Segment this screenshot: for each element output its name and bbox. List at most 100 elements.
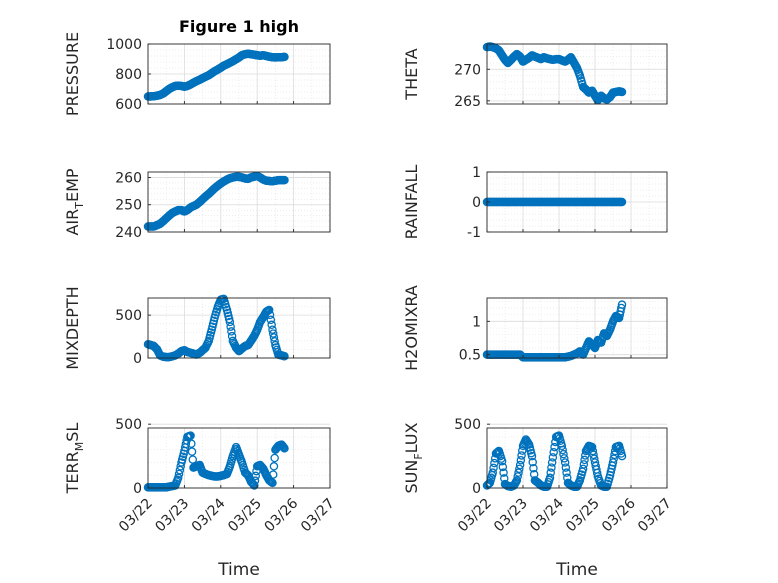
subplot-mixdepth-point — [268, 325, 277, 334]
subplot-mixdepth-point — [268, 329, 278, 338]
subplot-sun-flux-point — [528, 457, 537, 467]
subplot-sun-flux-point — [527, 451, 537, 461]
subplot-sun-flux-xtick-label: 03/27 — [635, 496, 675, 536]
subplot-sun-flux-point — [559, 449, 568, 459]
subplot-sun-flux-point — [587, 442, 597, 452]
subplot-terr-msl-ytick-label: 500 — [115, 417, 142, 433]
subplot-pressure-title: Figure 1 high — [179, 17, 299, 36]
subplot-sun-flux-point — [499, 468, 508, 477]
subplot-terr-msl-point — [188, 455, 198, 464]
subplot-theta-ylabel: THETA — [402, 48, 421, 100]
subplot-sun-flux-point — [558, 445, 567, 455]
subplot-sun-flux-point — [514, 468, 523, 477]
subplot-terr-msl-ylabel: TERRMSL — [63, 423, 86, 495]
subplot-sun-flux-point — [548, 453, 558, 462]
subplot-sun-flux-point — [592, 468, 602, 478]
subplot-h2omixra: 0.5 1 H2OMIXRA — [402, 285, 668, 371]
subplot-air-temp-ytick-label: 240 — [115, 225, 142, 241]
subplot-sun-flux-point — [547, 458, 557, 467]
subplot-pressure-ytick-label: 1000 — [106, 37, 142, 53]
subplot-h2omixra-ytick-label: 1 — [472, 314, 481, 330]
subplot-pressure-ytick-label: 800 — [115, 67, 142, 83]
subplot-mixdepth-ytick-label: 500 — [115, 308, 142, 324]
subplot-terr-msl-xtick-label: 03/24 — [189, 495, 229, 535]
subplot-sun-flux-point — [609, 454, 618, 463]
subplot-sun-flux-xtick-label: 03/23 — [491, 496, 531, 536]
subplot-theta-ytick-label: 270 — [454, 62, 481, 78]
subplot-pressure-point — [280, 52, 289, 62]
subplot-sun-flux-point — [497, 456, 507, 466]
subplot-terr-msl-point — [268, 478, 277, 488]
subplot-sun-flux-point — [529, 463, 538, 473]
subplot-pressure-ylabel: PRESSURE — [63, 32, 82, 116]
subplot-theta-ytick-label: 265 — [454, 94, 481, 110]
subplot-sun-flux-point — [580, 455, 589, 465]
subplot-sun-flux-point — [515, 464, 524, 474]
subplot-sun-flux-point — [489, 463, 498, 473]
subplot-sun-flux-point — [516, 455, 526, 465]
subplot-sun-flux-point — [608, 458, 618, 467]
subplot-h2omixra-ylabel: H2OMIXRA — [402, 285, 421, 371]
subplot-terr-msl-xtick-label: 03/23 — [152, 496, 192, 536]
subplot-h2omixra-point — [617, 300, 627, 309]
subplot-pressure-ytick-label: 600 — [115, 97, 142, 113]
subplot-mixdepth-point — [266, 315, 276, 325]
subplot-sun-flux-xtick-label: 03/24 — [527, 495, 567, 535]
subplot-sun-flux-point — [562, 468, 571, 477]
subplot-mixdepth: 0 500 MIXDEPTH — [63, 286, 331, 370]
subplot-mixdepth-ylabel: MIXDEPTH — [63, 286, 82, 369]
subplot-sun-flux-point — [488, 468, 498, 477]
subplot-sun-flux-xtick-label: 03/22 — [455, 496, 495, 536]
subplot-sun-flux-point — [517, 451, 526, 460]
subplot-sun-flux-point — [490, 458, 499, 468]
subplot-terr-msl-point — [250, 481, 259, 490]
subplot-sun-flux-point — [549, 448, 558, 457]
subplot-sun-flux-point — [498, 462, 508, 472]
subplot-mixdepth-point — [225, 317, 235, 327]
subplot-terr-msl-xtick-label: 03/25 — [225, 496, 265, 536]
subplot-mixdepth-point — [270, 337, 279, 346]
subplot-rainfall-ytick-label: 0 — [472, 195, 481, 211]
subplot-sun-flux-point — [617, 451, 627, 461]
subplot-terr-msl-point — [251, 471, 260, 481]
subplot-h2omixra-axes-box — [486, 297, 668, 359]
subplot-mixdepth-point — [280, 352, 289, 361]
subplot-rainfall-ylabel: RAINFALL — [402, 165, 421, 240]
subplot-sun-flux-point — [512, 476, 522, 485]
subplot-air-temp-ylabel: AIRTEMP — [63, 168, 86, 235]
subplot-air-temp-ytick-label: 260 — [115, 170, 142, 186]
subplot-sun-flux-axes-box — [486, 427, 668, 489]
subplot-air-temp-ytick-label: 250 — [115, 198, 142, 214]
subplot-mixdepth-point — [267, 320, 276, 330]
subplot-sun-flux-point — [588, 446, 598, 456]
subplot-terr-msl-axes-box — [147, 427, 331, 489]
subplot-terr-msl-point — [174, 469, 184, 479]
subplot-terr-msl-xtick-label: 03/26 — [262, 495, 302, 535]
subplot-sun-flux-point — [545, 473, 555, 483]
subplot-pressure: 600 800 1000 PRESSURE Figure 1 high — [63, 17, 331, 116]
subplot-mixdepth-point — [264, 305, 274, 315]
subplot-sun-flux-xtick-label: 03/26 — [599, 495, 639, 535]
subplot-mixdepth-axes-box — [147, 297, 331, 359]
subplot-sun-flux-ytick-label: 0 — [472, 481, 481, 497]
subplot-rainfall-ytick-label: -1 — [467, 225, 481, 241]
subplot-sun-flux-point — [579, 460, 589, 469]
subplot-mixdepth-point — [226, 322, 235, 331]
subplot-theta-point — [617, 87, 627, 97]
subplot-theta: 265 270 THETA — [402, 42, 668, 110]
subplot-sun-flux-point — [546, 468, 555, 477]
subplot-sun-flux-ytick-label: 500 — [454, 417, 481, 433]
subplot-terr-msl-xtick-label: 03/27 — [298, 496, 338, 536]
subplot-sun-flux-point — [561, 463, 571, 472]
subplot-terr-msl-point — [250, 476, 260, 485]
subplot-terr-msl-point — [280, 444, 289, 453]
subplot-h2omixra-ytick-label: 0.5 — [459, 348, 481, 364]
subplot-terr-msl-point — [187, 439, 196, 448]
subplot-mixdepth-point — [227, 327, 236, 336]
subplot-sun-flux-point — [560, 458, 570, 467]
subplot-sun-flux-xtick-label: 03/25 — [563, 496, 603, 536]
subplot-mixdepth-point — [265, 310, 275, 320]
subplot-sun-flux-xlabel: Time — [555, 560, 598, 580]
